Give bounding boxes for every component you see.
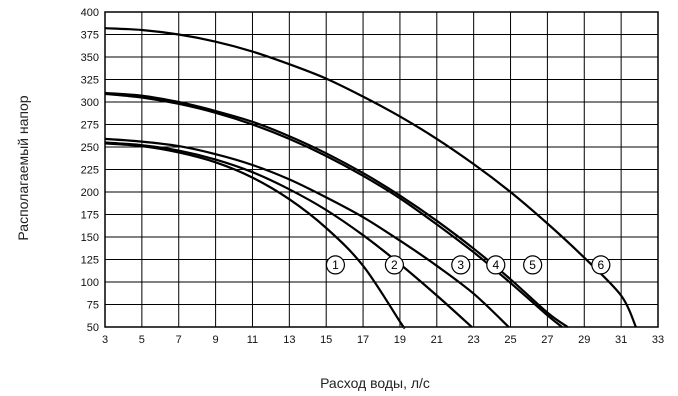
series-label-4: 4 — [492, 258, 499, 272]
plot-frame — [104, 11, 659, 328]
series-label-3: 3 — [457, 258, 464, 272]
x-tick-label: 25 — [504, 334, 516, 346]
series-label-2: 2 — [391, 258, 398, 272]
y-tick-label: 375 — [81, 30, 99, 42]
x-tick-label: 29 — [578, 334, 590, 346]
tick-labels: 3 5 7 9 11 13 15 17 19 21 23 25 27 29 31 33507510012515… — [81, 7, 664, 346]
grid — [104, 11, 659, 328]
series-line-2 — [104, 141, 473, 328]
y-tick-label: 350 — [81, 52, 99, 64]
x-tick-label: 17 — [357, 334, 369, 346]
series-line-4 — [104, 92, 563, 328]
y-tick-label: 400 — [81, 7, 99, 19]
series-label-circle-4 — [486, 255, 506, 275]
x-tick-label: 23 — [468, 334, 480, 346]
x-tick-label: 3 — [102, 334, 108, 346]
y-tick-label: 100 — [81, 277, 99, 289]
x-tick-label: 13 — [283, 334, 295, 346]
x-tick-label: 11 — [247, 334, 258, 346]
y-tick-label: 325 — [81, 75, 99, 87]
x-tick-label: 31 — [615, 334, 627, 346]
x-tick-label: 27 — [541, 334, 553, 346]
y-axis-title: Располагаемый напор — [15, 95, 31, 240]
series-line-3 — [104, 137, 510, 328]
series-label-1: 1 — [332, 258, 339, 272]
series-label-circle-1 — [325, 255, 346, 275]
y-tick-label: 225 — [81, 165, 99, 177]
y-tick-label: 250 — [81, 142, 99, 154]
y-tick-label: 175 — [81, 210, 99, 222]
y-tick-label: 300 — [81, 97, 99, 109]
series-label-circle-5 — [523, 255, 543, 275]
series-curves — [104, 27, 637, 329]
x-tick-label: 7 — [176, 334, 182, 346]
y-tick-label: 50 — [87, 322, 99, 334]
y-tick-label: 150 — [81, 232, 99, 244]
series-label-circle-2 — [384, 255, 405, 275]
x-tick-label: 33 — [652, 334, 664, 346]
x-tick-label: 9 — [213, 334, 219, 346]
series-label-5: 5 — [529, 258, 536, 272]
series-label-6: 6 — [598, 258, 605, 272]
x-tick-label: 21 — [431, 334, 443, 346]
series-label-circle-6 — [591, 255, 611, 275]
y-tick-label: 200 — [81, 187, 99, 199]
x-tick-label: 15 — [320, 334, 332, 346]
series-line-1 — [104, 142, 406, 329]
y-tick-label: 125 — [81, 255, 99, 267]
series-labels: 1 2 3 4 5 6 — [325, 255, 611, 275]
x-tick-label: 5 — [139, 334, 145, 346]
series-line-5 — [104, 91, 569, 328]
x-tick-label: 19 — [394, 334, 406, 346]
series-label-circle-3 — [451, 255, 471, 275]
y-tick-label: 275 — [81, 120, 99, 132]
y-tick-label: 75 — [87, 300, 99, 312]
x-axis-title: Расход воды, л/с — [320, 375, 430, 391]
series-line-6 — [104, 27, 637, 328]
